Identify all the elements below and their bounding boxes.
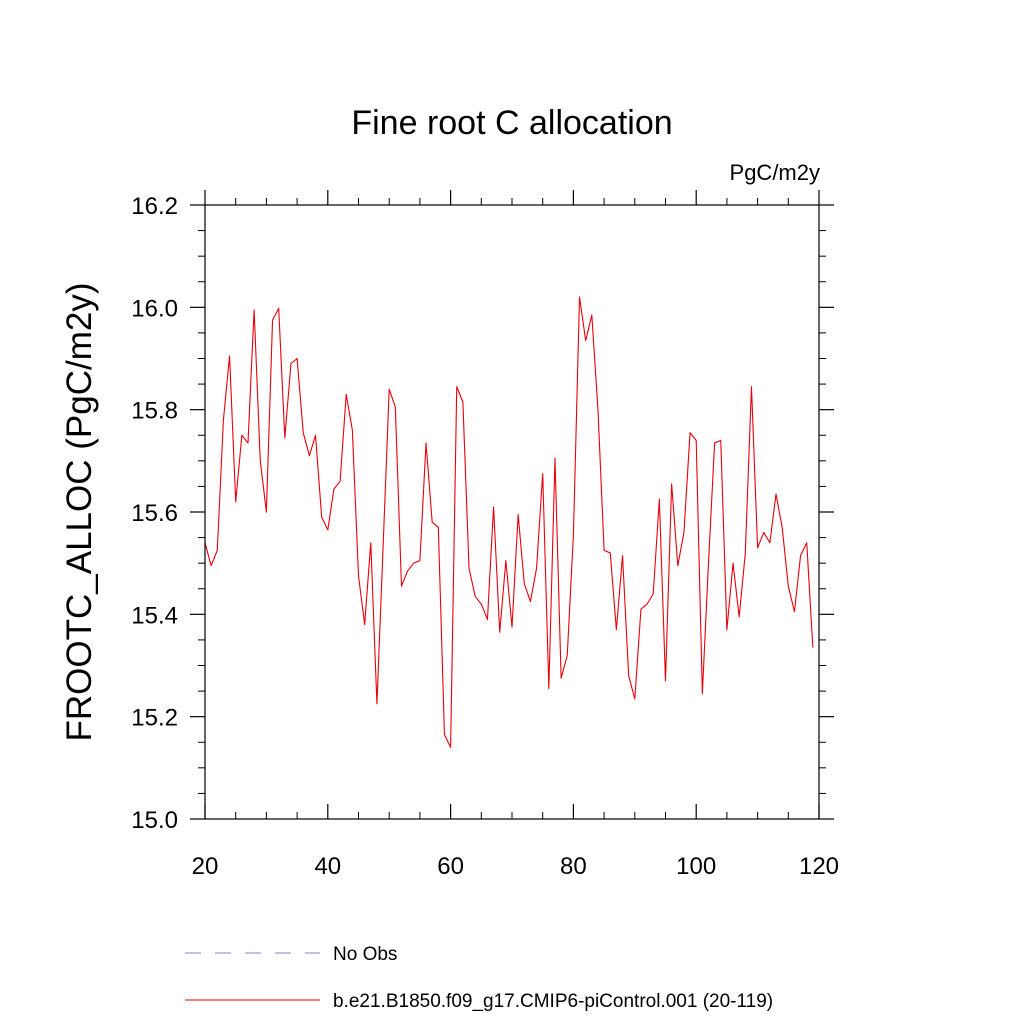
x-tick-label: 100	[676, 853, 716, 880]
y-tick-label: 15.0	[131, 807, 178, 834]
units-label: PgC/m2y	[730, 160, 820, 185]
legend-label: b.e21.B1850.f09_g17.CMIP6-piControl.001 …	[333, 991, 773, 1012]
chart-title: Fine root C allocation	[351, 104, 672, 142]
y-tick-label: 15.4	[131, 602, 178, 629]
x-tick-label: 20	[192, 853, 219, 880]
y-tick-label: 15.8	[131, 398, 178, 425]
x-tick-label: 40	[314, 853, 341, 880]
y-axis-label: FROOTC_ALLOC (PgC/m2y)	[60, 283, 99, 742]
y-tick-label: 16.2	[131, 193, 178, 220]
y-tick-label: 16.0	[131, 295, 178, 322]
series-line	[204, 296, 814, 748]
x-tick-label: 60	[437, 853, 464, 880]
plot-frame	[204, 204, 820, 820]
legend-label: No Obs	[333, 944, 397, 965]
y-tick-label: 15.6	[131, 500, 178, 527]
x-tick-label: 120	[799, 853, 839, 880]
x-tick-label: 80	[560, 853, 587, 880]
y-tick-label: 15.2	[131, 705, 178, 732]
